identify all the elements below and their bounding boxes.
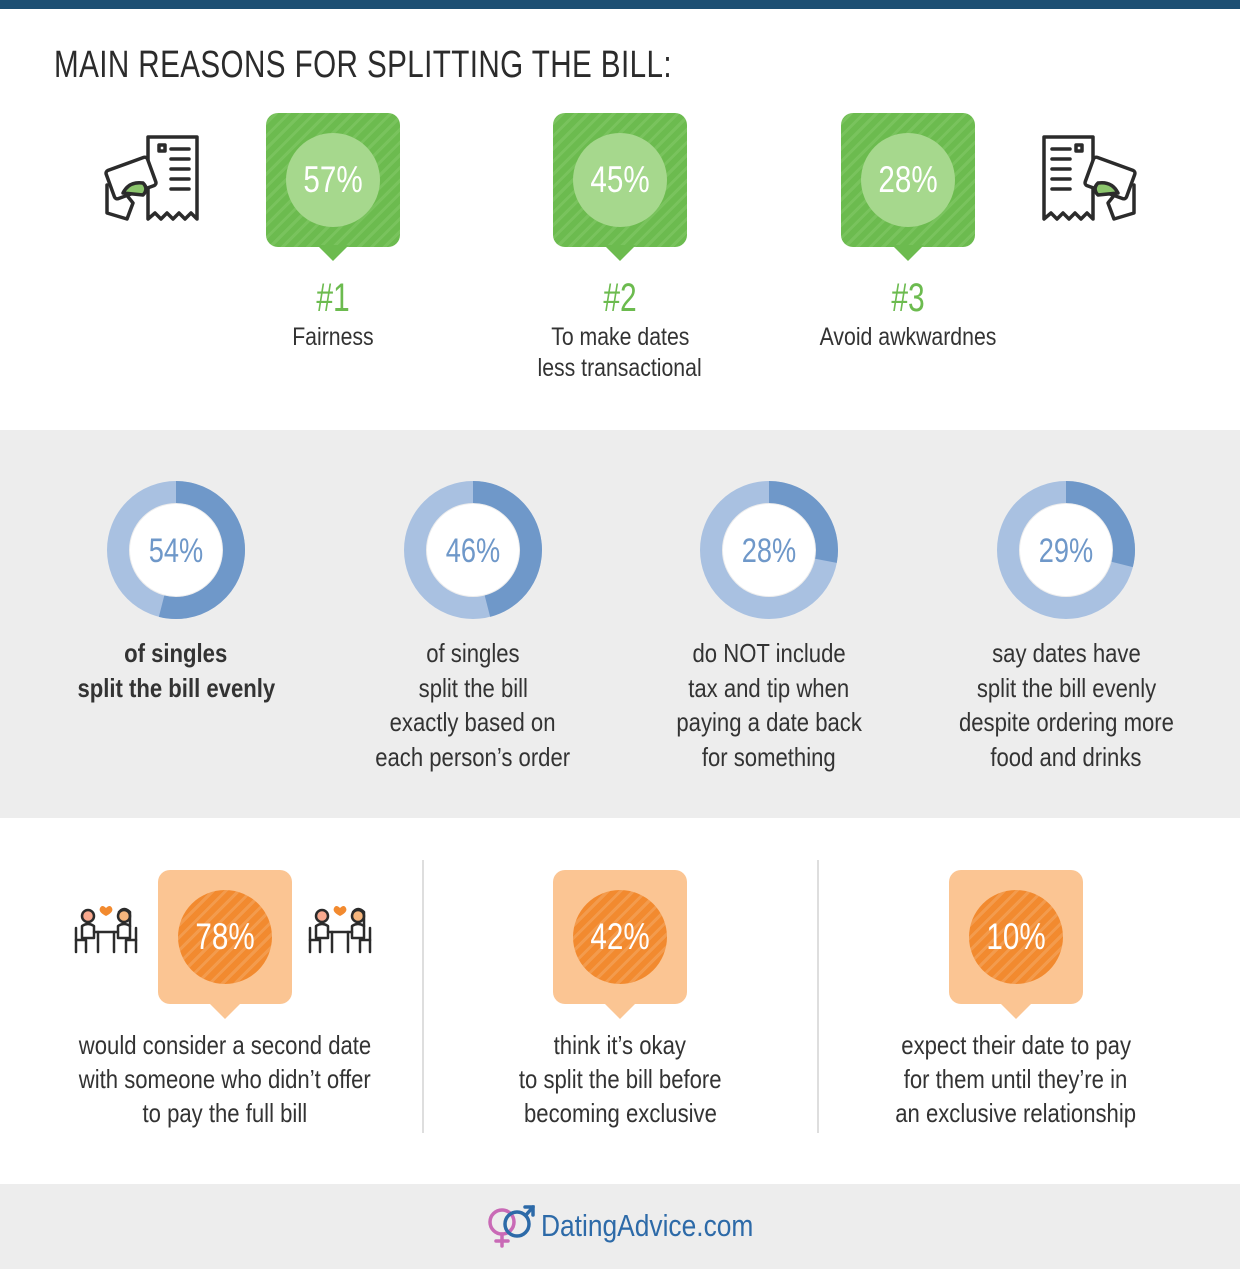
- reason-rank: #3: [891, 276, 925, 320]
- donut-value: 28%: [742, 531, 796, 570]
- page-title: MAIN REASONS FOR SPLITTING THE BILL:: [54, 44, 672, 86]
- donut-value: 29%: [1039, 531, 1093, 570]
- reason-value: 45%: [590, 159, 650, 200]
- footer: [0, 1184, 1240, 1269]
- reason-label: Fairness: [292, 323, 374, 351]
- donut-value: 54%: [149, 531, 203, 570]
- reason-label: Avoid awkwardnes: [819, 323, 997, 351]
- dining-couple-icon: [308, 906, 372, 954]
- stat-value: 78%: [195, 916, 255, 957]
- footer-logo: DatingAdvice.com: [541, 1208, 754, 1243]
- reason-value: 57%: [303, 159, 363, 200]
- donut-value-arc: [768, 481, 838, 563]
- bill-card-icon: [1042, 135, 1137, 221]
- reason-rank: #2: [603, 276, 637, 320]
- donut-label: do NOT include tax and tip when paying a d…: [676, 638, 862, 772]
- donut-chart: 54%: [107, 481, 245, 619]
- donut-chart: 29%: [997, 481, 1135, 619]
- donut-value-arc: [158, 481, 245, 619]
- donut-value-arc: [472, 481, 542, 617]
- reason-label: To make dates less transactional: [537, 323, 703, 382]
- donut-center: [130, 504, 222, 596]
- donut-chart: 28%: [700, 481, 838, 619]
- donut-chart: 46%: [404, 481, 542, 619]
- stat-bubble: 78%: [158, 870, 292, 1019]
- section-divider: [422, 860, 424, 1133]
- donut-label: of singles split the bill exactly based on…: [375, 638, 571, 772]
- stat-bubble: 42%: [553, 870, 687, 1019]
- donut-center: [723, 504, 815, 596]
- donut-value: 46%: [446, 531, 500, 570]
- reason-value: 28%: [878, 159, 938, 200]
- reason-rank: #1: [316, 276, 350, 320]
- stat-bubble: 10%: [949, 870, 1083, 1019]
- percent-bubble: 28%: [841, 113, 975, 261]
- percent-bubble: 57%: [266, 113, 400, 261]
- donut-label: of singles split the bill evenly: [77, 638, 275, 703]
- percent-bubble: 45%: [553, 113, 687, 261]
- dating-logo-icon: [488, 1205, 535, 1248]
- top-accent-bar: [0, 0, 1240, 9]
- dining-couple-icon: [74, 906, 138, 954]
- stat-value: 42%: [590, 916, 650, 957]
- donut-center: [427, 504, 519, 596]
- donut-center: [1020, 504, 1112, 596]
- stat-label: think it’s okay to split the bill before b…: [518, 1030, 722, 1128]
- stat-label: expect their date to pay for them until t…: [895, 1030, 1137, 1128]
- stat-label: would consider a second date with someone…: [78, 1030, 372, 1128]
- section-divider: [817, 860, 819, 1133]
- bill-card-icon: [104, 135, 199, 221]
- donut-value-arc: [1065, 481, 1135, 568]
- donut-label: say dates have split the bill evenly despi…: [958, 638, 1174, 772]
- stat-value: 10%: [986, 916, 1046, 957]
